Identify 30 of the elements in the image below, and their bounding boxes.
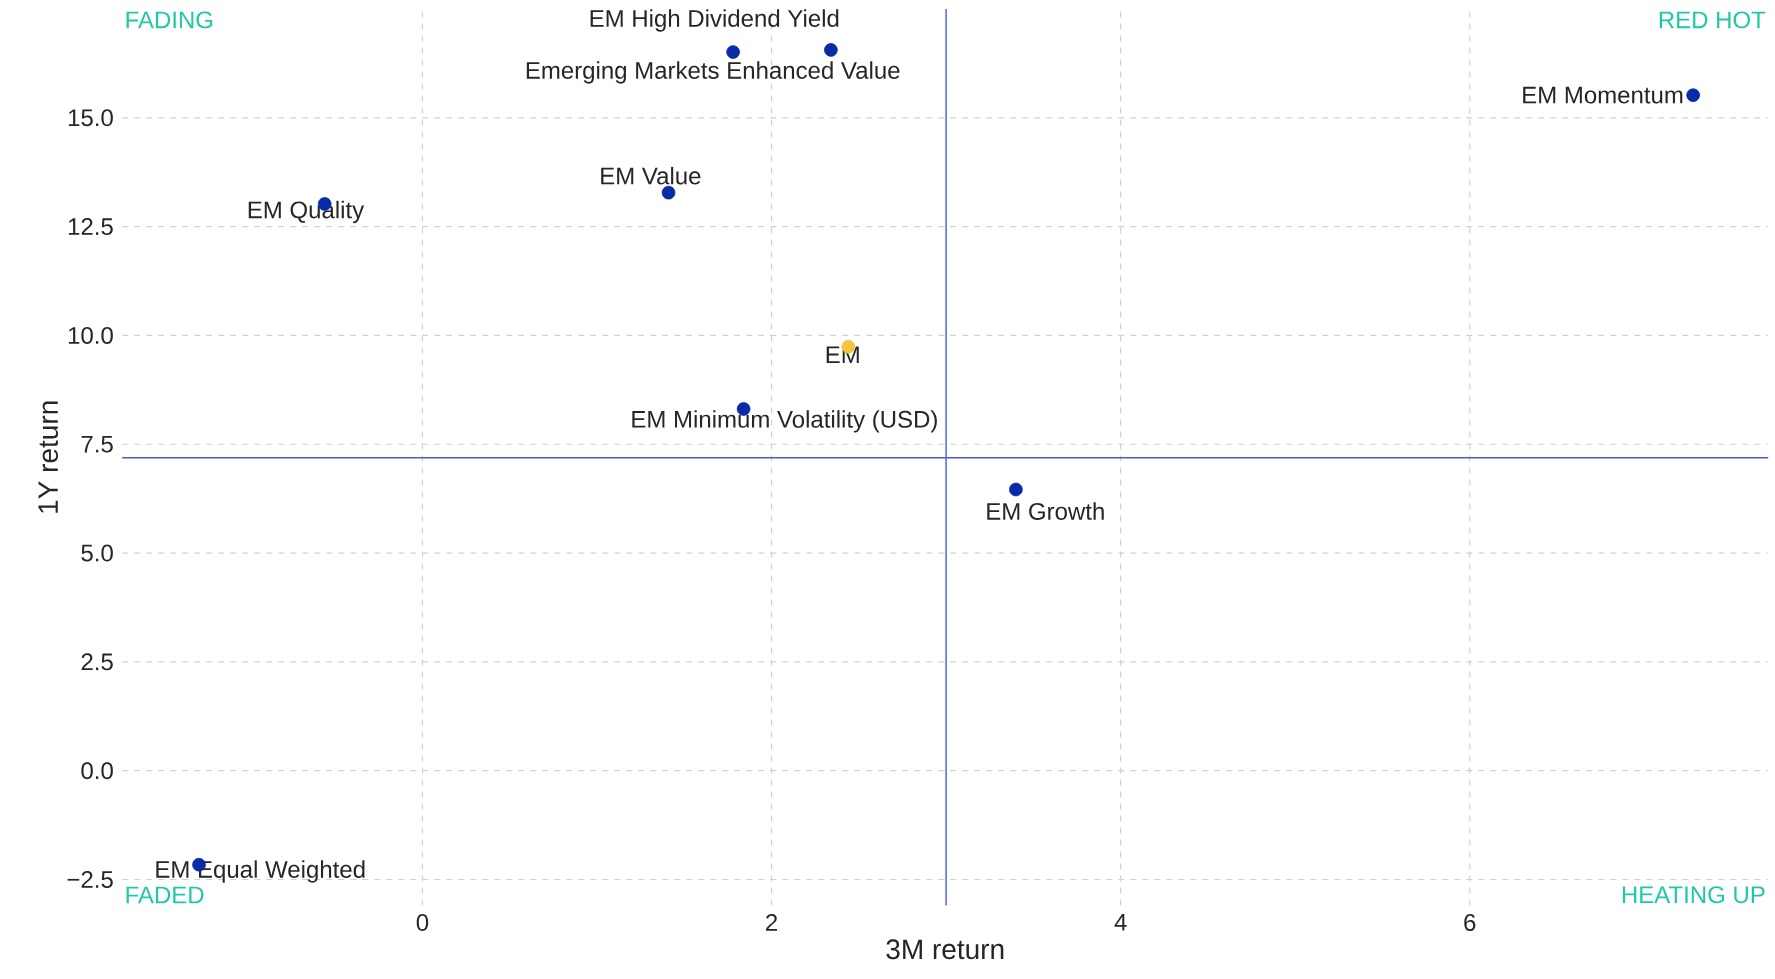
y-tick-label: 7.5 <box>81 435 113 453</box>
y-tick-label: −2.5 <box>67 871 113 888</box>
annotation: FADED <box>126 886 204 904</box>
x-axis-title: 3M return <box>886 939 1004 960</box>
y-tick-label: 2.5 <box>81 653 113 671</box>
series-label: EM Growth <box>987 502 1104 520</box>
x-tick-label: 4 <box>1114 914 1127 931</box>
annotation: FADING <box>126 11 213 29</box>
series-label: EM Value <box>601 166 701 185</box>
point <box>1009 482 1023 497</box>
series-label: EM High Dividend Yield <box>590 9 839 32</box>
point <box>726 45 740 59</box>
series-label: EM Minimum Volatility (USD) <box>632 410 937 433</box>
x-tick-label: 0 <box>416 914 429 931</box>
x-tick-label: 6 <box>1464 914 1476 931</box>
annotation: RED HOT <box>1659 11 1766 29</box>
y-tick-label: 15.0 <box>68 109 113 127</box>
point <box>824 43 838 57</box>
y-tick-label: 10.0 <box>68 326 113 344</box>
point <box>661 185 676 200</box>
x-tick-label: 2 <box>766 914 777 931</box>
y-axis-title: 1Y return <box>38 401 59 513</box>
annotation: HEATING UP <box>1622 886 1765 904</box>
y-tick-label: 0.0 <box>81 762 113 780</box>
series-label: EM Quality <box>248 200 365 224</box>
y-tick-label: 5.0 <box>81 544 113 562</box>
point <box>1686 88 1700 102</box>
y-tick-label: 12.5 <box>68 218 113 236</box>
series-label: Emerging Markets Enhanced Value <box>526 61 900 84</box>
series-label: EM Momentum <box>1523 86 1683 104</box>
